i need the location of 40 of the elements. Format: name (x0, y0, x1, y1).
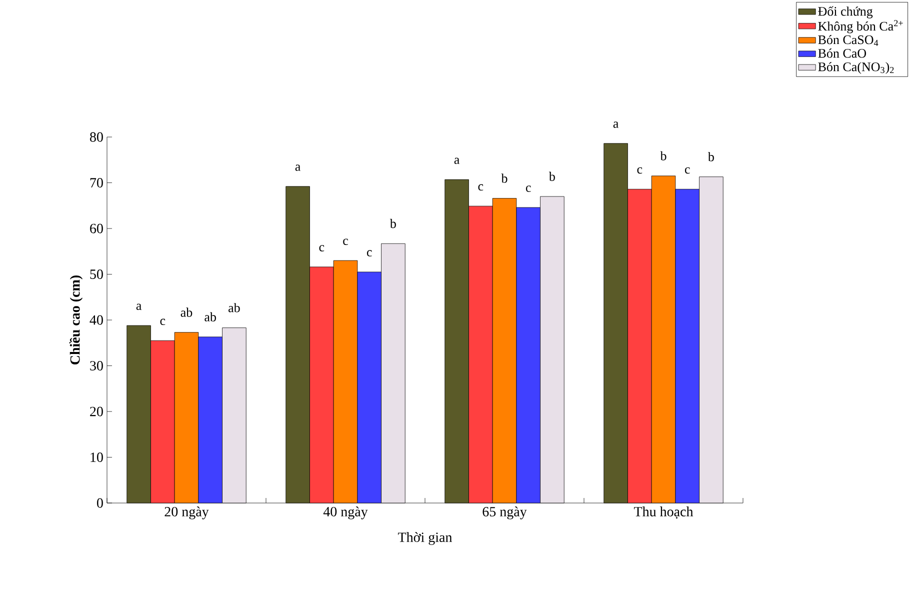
y-tick-label: 40 (90, 315, 103, 325)
x-axis-title: Thời gian (398, 532, 452, 545)
y-tick-label: 70 (90, 178, 103, 188)
data-label: a (613, 122, 619, 128)
legend-label: Bón CaO (818, 48, 866, 58)
data-label: b (501, 174, 508, 183)
data-label: a (454, 158, 460, 164)
y-tick-label: 20 (90, 406, 103, 416)
x-tick-label: 20 ngày (164, 506, 209, 520)
y-tick-label: 80 (90, 132, 103, 142)
y-tick-label: 50 (90, 270, 103, 279)
data-label: a (295, 164, 301, 171)
y-tick-label: 30 (90, 361, 103, 370)
data-label: c (319, 245, 324, 252)
data-label: a (136, 304, 142, 310)
data-label: b (660, 151, 666, 160)
y-axis-title: Chiều cao (cm) (69, 276, 83, 364)
legend-label: Đối chứng (818, 6, 873, 18)
data-label: b (708, 152, 714, 162)
y-tick-label: 10 (90, 452, 103, 462)
data-label: b (548, 172, 555, 181)
data-label: ab (180, 308, 192, 317)
data-label: ab (228, 303, 240, 312)
x-tick-label: 65 ngày (482, 506, 527, 520)
data-label: c (366, 250, 372, 256)
data-label: c (478, 184, 484, 191)
y-tick-label: 0 (97, 498, 103, 508)
data-label: c (684, 167, 690, 174)
data-label: b (390, 218, 396, 228)
data-label: ab (204, 312, 216, 322)
data-label: c (343, 238, 348, 245)
y-tick-label: 60 (90, 224, 103, 234)
x-tick-label: Thu hoạch (634, 506, 694, 519)
legend-label: Không bón Ca$^{2+}$ (818, 20, 903, 34)
x-tick-label: 40 ngày (323, 506, 368, 520)
data-label: c (526, 186, 531, 192)
legend-label: Bón CaSO$_{4}$ (818, 35, 878, 46)
data-label: c (637, 167, 642, 174)
legend-label: Bón Ca(NO$_{3}$)$_{2}$ (818, 62, 894, 74)
data-label: c (160, 318, 166, 326)
